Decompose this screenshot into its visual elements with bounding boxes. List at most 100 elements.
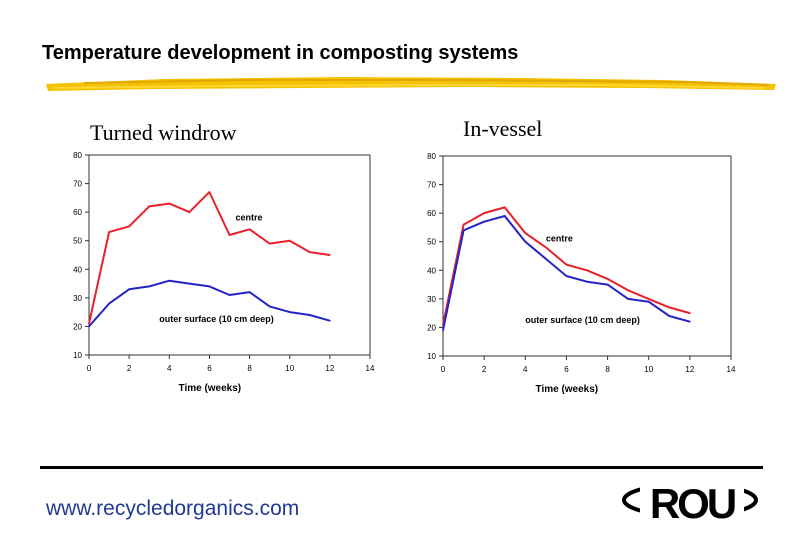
chart-subtitle-turned-windrow: Turned windrow	[90, 120, 237, 145]
data-point	[689, 312, 691, 314]
x-tick-label: 4	[167, 364, 172, 373]
x-tick-label: 8	[605, 365, 610, 374]
website-url: www.recycledorganics.com	[46, 497, 300, 520]
data-point	[586, 269, 588, 272]
x-tick-label: 12	[685, 365, 694, 374]
x-tick-label: 14	[727, 365, 736, 374]
data-point	[545, 246, 547, 249]
data-point	[647, 298, 650, 300]
data-point	[308, 251, 311, 253]
y-tick-label: 30	[73, 294, 82, 303]
data-point	[128, 225, 130, 228]
y-tick-label: 70	[73, 180, 82, 189]
y-tick-label: 70	[427, 181, 436, 190]
footer-divider	[40, 466, 763, 469]
data-point	[308, 314, 311, 316]
y-tick-label: 50	[427, 238, 436, 247]
data-point	[483, 220, 485, 223]
x-tick-label: 0	[441, 365, 446, 374]
series-annotation: centre	[236, 213, 263, 223]
data-point	[462, 229, 465, 232]
data-point	[208, 285, 211, 288]
chart-in-vessel: 10 20 30 40 50 60 70 80 0 2 4 6 8 10 12 14 Time (weeks) c…	[427, 152, 736, 395]
x-tick-label: 8	[247, 364, 252, 373]
y-tick-label: 10	[73, 351, 82, 360]
data-point	[483, 212, 485, 214]
data-point	[606, 283, 609, 286]
data-point	[208, 191, 211, 193]
x-tick-label: 12	[325, 364, 334, 373]
y-tick-label: 60	[73, 208, 82, 217]
rou-logo-text: ROU	[650, 480, 735, 527]
data-point	[228, 294, 231, 296]
data-point	[329, 319, 331, 322]
series-annotation: centre	[546, 234, 573, 244]
data-point	[108, 302, 110, 305]
plot-area	[442, 155, 732, 357]
data-point	[248, 228, 251, 231]
data-point	[545, 258, 547, 260]
rou-logo: ROU	[622, 480, 758, 527]
data-point	[462, 223, 465, 226]
data-point	[524, 232, 527, 234]
chart-subtitle-in-vessel: In-vessel	[463, 116, 543, 141]
y-tick-label: 60	[427, 209, 436, 218]
chart-turned-windrow: 10 20 30 40 50 60 70 80 0 2 4 6 8 10 12 14 Time (weeks) c…	[73, 151, 375, 394]
data-point	[228, 234, 231, 236]
data-point	[168, 202, 171, 205]
y-tick-label: 40	[427, 266, 436, 275]
y-tick-label: 40	[73, 265, 82, 274]
data-point	[88, 325, 90, 328]
x-tick-label: 6	[564, 365, 569, 374]
x-tick-label: 4	[523, 365, 528, 374]
data-point	[606, 278, 609, 280]
slide-title: Temperature development in composting sy…	[42, 42, 519, 64]
data-point	[668, 306, 671, 309]
y-tick-label: 80	[427, 152, 436, 161]
data-point	[627, 289, 629, 292]
data-point	[108, 231, 110, 233]
data-point	[442, 329, 444, 332]
y-tick-label: 50	[73, 237, 82, 246]
data-point	[689, 320, 691, 323]
data-point	[503, 206, 506, 209]
data-point	[148, 205, 151, 208]
y-tick-label: 20	[73, 322, 82, 331]
data-point	[288, 239, 291, 242]
data-point	[128, 288, 130, 291]
x-tick-label: 14	[366, 364, 375, 373]
x-axis-label: Time (weeks)	[536, 384, 599, 395]
y-tick-label: 20	[427, 323, 436, 332]
title-underline-brushstroke	[46, 77, 776, 91]
y-tick-label: 10	[427, 352, 436, 361]
series-annotation: outer surface (10 cm deep)	[159, 314, 274, 324]
x-tick-label: 6	[207, 364, 212, 373]
data-point	[188, 211, 191, 213]
data-point	[647, 300, 650, 303]
data-point	[288, 311, 291, 313]
data-point	[668, 315, 671, 317]
data-point	[627, 298, 629, 300]
data-point	[565, 263, 568, 266]
data-point	[148, 285, 151, 288]
data-point	[88, 322, 90, 325]
series-annotation: outer surface (10 cm deep)	[525, 315, 640, 325]
x-tick-label: 2	[482, 365, 487, 374]
data-point	[188, 282, 191, 285]
data-point	[168, 279, 171, 282]
data-point	[329, 254, 331, 256]
x-tick-label: 2	[127, 364, 132, 373]
data-point	[524, 240, 527, 243]
data-point	[503, 215, 506, 217]
x-axis-label: Time (weeks)	[179, 383, 242, 394]
data-point	[586, 280, 588, 283]
data-point	[268, 242, 271, 245]
data-point	[268, 305, 271, 308]
data-point	[565, 275, 568, 277]
x-tick-label: 10	[644, 365, 653, 374]
y-tick-label: 80	[73, 151, 82, 160]
y-tick-label: 30	[427, 295, 436, 304]
data-point	[248, 291, 251, 293]
x-tick-label: 0	[87, 364, 92, 373]
x-tick-label: 10	[285, 364, 294, 373]
